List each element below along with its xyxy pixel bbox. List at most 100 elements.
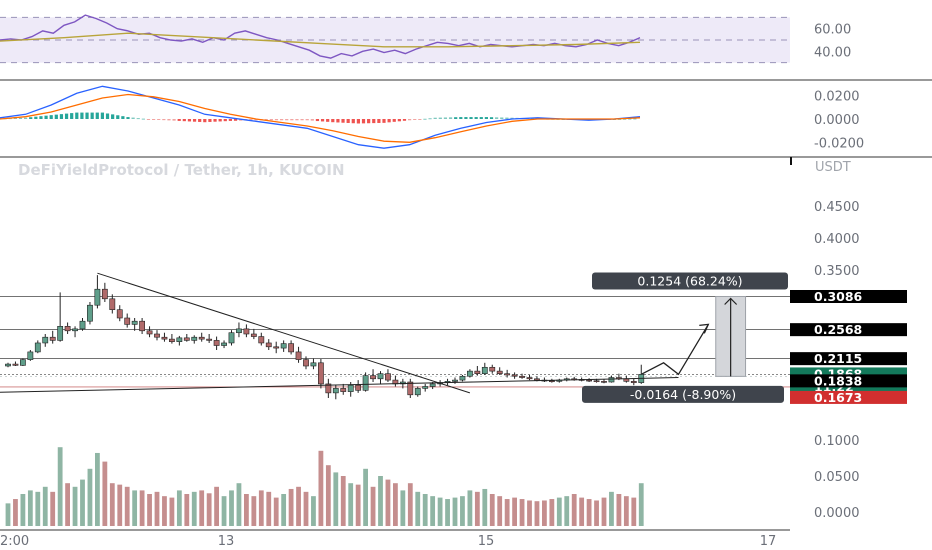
price-tick-label: 0.4000 — [814, 232, 860, 247]
candle-body — [265, 342, 272, 348]
volume-bar — [117, 484, 123, 526]
volume-bar — [281, 494, 287, 526]
macd-histogram-bar — [448, 117, 453, 119]
macd-histogram-bar — [223, 119, 227, 122]
volume-bar — [296, 486, 301, 526]
volume-bar — [109, 483, 115, 526]
candle-body — [630, 381, 637, 383]
macd-histogram-bar — [285, 119, 289, 121]
candle-body — [116, 309, 123, 319]
macd-histogram-bar — [269, 119, 273, 121]
macd-histogram-bar — [290, 119, 294, 121]
volume-bar — [214, 486, 219, 526]
macd-histogram-bar — [85, 112, 89, 119]
macd-histogram-bar — [320, 119, 325, 122]
candle-body — [526, 377, 533, 380]
macd-histogram-bar — [336, 119, 340, 123]
macd-line — [0, 85, 641, 149]
volume-bar — [482, 488, 488, 526]
macd-tick-label: 0.0200 — [814, 90, 860, 105]
candle-body — [258, 336, 265, 344]
volume-bar — [601, 497, 607, 526]
volume-bar — [512, 497, 517, 526]
macd-histogram-bar — [484, 117, 488, 119]
macd-histogram-bar — [44, 115, 48, 119]
candle-body — [332, 388, 339, 394]
candle-body — [422, 386, 429, 389]
candle-body — [608, 377, 615, 383]
volume-bar — [258, 490, 264, 526]
volume-bar — [340, 476, 346, 526]
macd-histogram-bar — [126, 117, 130, 119]
volume-bar — [176, 490, 182, 526]
candle-body — [250, 333, 257, 337]
volume-bar — [370, 486, 376, 526]
rsi-tick-label: 60.00 — [814, 23, 851, 38]
candle-body — [34, 342, 41, 353]
candle-body — [154, 333, 160, 338]
macd-histogram-bar — [459, 117, 463, 119]
volume-bar — [244, 494, 249, 526]
candle-body — [169, 338, 175, 342]
volume-bar — [437, 497, 443, 526]
volume-bar — [519, 499, 525, 526]
candle-body — [295, 351, 302, 360]
macd-histogram-bar — [49, 115, 53, 119]
candle-body — [407, 381, 414, 396]
macd-histogram-bar — [80, 112, 84, 119]
volume-bar — [311, 496, 316, 526]
volume-bar — [467, 490, 473, 526]
macd-histogram-bar — [341, 119, 345, 123]
candle-body — [504, 373, 511, 376]
macd-histogram-bar — [70, 113, 74, 119]
volume-bar — [348, 483, 354, 526]
candle-body — [385, 373, 391, 381]
volume-bar — [452, 497, 458, 526]
volume-bar — [124, 486, 130, 526]
volume-bar — [378, 476, 383, 526]
candle-body — [5, 363, 11, 367]
volume-bar — [564, 496, 570, 526]
candle-body — [317, 362, 324, 385]
rsi-line — [0, 14, 641, 59]
macd-histogram-bar — [100, 112, 104, 119]
macd-histogram-bar — [361, 119, 366, 124]
volume-bar — [169, 497, 175, 526]
volume-bar — [430, 496, 436, 526]
volume-bar — [206, 493, 212, 526]
volume-bar — [303, 491, 309, 526]
candle-body — [109, 298, 116, 310]
macd-histogram-bar — [157, 119, 161, 120]
candle-body — [139, 320, 145, 332]
price-tag-text: 0.1673 — [814, 390, 862, 405]
volume-bar — [445, 499, 450, 526]
volume-bar — [534, 501, 540, 526]
volume-bar — [162, 496, 167, 526]
volume-bar — [594, 500, 599, 526]
candle-body — [49, 336, 56, 341]
price-tag-text: 0.3086 — [814, 289, 863, 304]
volume-bar — [586, 499, 592, 526]
drawing-tools: 0.1254 (68.24%) -0.0164 (-8.90%) — [0, 272, 788, 403]
volume-bar — [57, 447, 63, 526]
macd-histogram-bar — [479, 117, 483, 119]
macd-histogram-bar — [367, 119, 371, 124]
volume-bar — [489, 494, 495, 526]
price-tag — [790, 374, 907, 388]
volume-bar — [102, 461, 108, 526]
macd-histogram-bar — [59, 114, 64, 119]
candle-body — [519, 375, 525, 378]
candle-body — [146, 330, 153, 335]
macd-histogram-bar — [402, 119, 407, 121]
volume-bar — [571, 494, 577, 526]
volume-bar — [460, 496, 465, 526]
candle-body — [601, 381, 607, 383]
price-tag-text: 0.2568 — [814, 322, 862, 337]
volume-bar — [42, 486, 48, 526]
macd-histogram-bar — [418, 119, 422, 120]
volume-bar — [13, 499, 18, 526]
signal-line — [0, 93, 641, 143]
volume-bar — [609, 491, 614, 526]
volume-bar — [27, 490, 33, 526]
